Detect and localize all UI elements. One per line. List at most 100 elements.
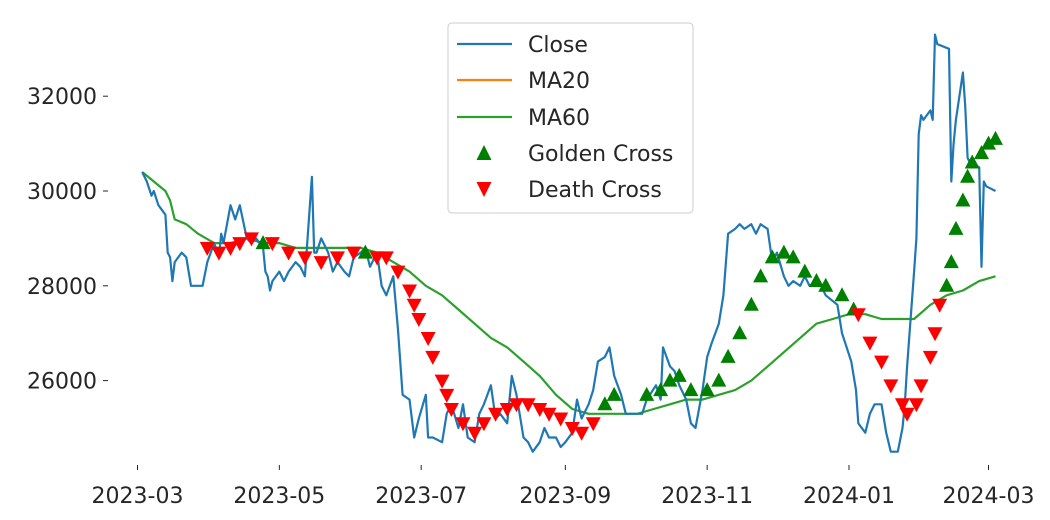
death-cross-marker — [520, 398, 536, 413]
markers — [199, 130, 1003, 441]
golden-cross-marker — [964, 154, 980, 169]
legend-label-close: Close — [528, 33, 588, 58]
death-cross-marker — [932, 298, 948, 313]
golden-cross-marker — [639, 386, 655, 401]
golden-cross-marker — [699, 382, 715, 397]
death-cross-marker — [297, 251, 313, 266]
golden-cross-marker — [732, 325, 748, 340]
death-cross-marker — [425, 350, 441, 365]
death-cross-marker — [908, 398, 924, 413]
golden-cross-marker — [834, 287, 850, 302]
golden-cross-marker — [785, 249, 801, 264]
death-cross-marker — [467, 426, 483, 441]
golden-cross-marker — [948, 220, 964, 235]
y-tick-label: 30000 — [27, 180, 97, 205]
death-cross-marker — [541, 407, 557, 422]
series-close-line — [141, 33, 996, 453]
death-cross-marker — [223, 241, 239, 256]
legend: Close MA20 MA60 Golden Cross Death Cross — [447, 22, 694, 214]
death-cross-marker — [922, 350, 938, 365]
golden-cross-marker — [776, 244, 792, 259]
death-cross-marker — [439, 388, 455, 403]
death-cross-marker — [508, 398, 524, 413]
y-tick-label: 32000 — [27, 85, 97, 110]
death-cross-marker — [378, 251, 394, 266]
golden-cross-marker — [743, 296, 759, 311]
golden-cross-marker — [683, 382, 699, 397]
death-cross-marker — [434, 374, 450, 389]
death-cross-marker — [406, 298, 422, 313]
death-cross-marker — [455, 417, 471, 432]
death-cross-marker — [476, 417, 492, 432]
death-cross-marker — [411, 312, 427, 327]
x-tick-label: 2023-05 — [233, 484, 325, 509]
death-cross-marker — [927, 327, 943, 342]
y-tick-label: 26000 — [27, 370, 97, 395]
legend-label-ma60: MA60 — [528, 106, 590, 131]
y-axis: 26000 28000 30000 32000 — [27, 85, 108, 395]
golden-cross-marker — [662, 372, 678, 387]
death-cross-marker — [329, 251, 345, 266]
golden-cross-marker — [987, 130, 1003, 145]
golden-cross-marker — [597, 396, 613, 411]
legend-label-death-cross: Death Cross — [528, 178, 662, 203]
death-cross-marker — [420, 331, 436, 346]
death-cross-marker — [199, 241, 215, 256]
golden-cross-marker — [357, 244, 373, 259]
x-axis: 2023-03 2023-05 2023-07 2023-09 2023-11 2024-… — [92, 465, 1035, 509]
golden-cross-marker — [818, 277, 834, 292]
golden-cross-marker — [720, 348, 736, 363]
death-cross-marker — [264, 237, 280, 252]
x-tick-label: 2024-03 — [943, 484, 1035, 509]
legend-marker-golden-cross — [476, 145, 492, 160]
golden-cross-marker — [981, 135, 996, 150]
death-cross-marker — [553, 412, 569, 427]
death-cross-marker — [313, 256, 329, 271]
legend-frame — [447, 22, 694, 214]
death-cross-marker — [899, 407, 915, 422]
x-tick-label: 2023-03 — [92, 484, 184, 509]
x-tick-label: 2024-01 — [803, 484, 895, 509]
legend-marker-death-cross — [476, 182, 492, 197]
golden-cross-marker — [255, 235, 271, 250]
legend-label-ma20: MA20 — [528, 69, 590, 94]
death-cross-marker — [894, 398, 910, 413]
golden-cross-marker — [955, 192, 971, 207]
death-cross-marker — [390, 265, 406, 280]
golden-cross-marker — [808, 273, 824, 288]
death-cross-marker — [883, 379, 899, 394]
death-cross-marker — [232, 237, 248, 252]
death-cross-marker — [281, 246, 297, 261]
x-tick-label: 2023-11 — [661, 484, 753, 509]
golden-cross-marker — [653, 382, 669, 397]
golden-cross-marker — [974, 145, 990, 160]
y-tick-label: 28000 — [27, 275, 97, 300]
golden-cross-marker — [943, 254, 959, 269]
death-cross-marker — [585, 417, 601, 432]
death-cross-marker — [346, 246, 362, 261]
golden-cross-marker — [797, 263, 813, 278]
x-tick-label: 2023-07 — [375, 484, 467, 509]
death-cross-marker — [488, 407, 504, 422]
death-cross-marker — [913, 379, 929, 394]
death-cross-marker — [243, 232, 259, 247]
death-cross-marker — [862, 336, 878, 351]
death-cross-marker — [443, 403, 459, 418]
death-cross-marker — [874, 355, 890, 370]
golden-cross-marker — [764, 249, 780, 264]
death-cross-marker — [850, 308, 866, 323]
death-cross-marker — [574, 426, 590, 441]
death-cross-marker — [532, 403, 548, 418]
x-tick-label: 2023-09 — [519, 484, 611, 509]
death-cross-marker — [564, 422, 580, 436]
golden-cross-marker — [939, 277, 955, 292]
golden-cross-marker — [711, 372, 727, 387]
death-cross-marker — [499, 403, 515, 418]
legend-label-golden-cross: Golden Cross — [528, 142, 673, 167]
golden-cross-marker — [753, 268, 769, 283]
golden-cross-marker — [606, 386, 622, 401]
golden-cross-marker — [671, 367, 687, 382]
death-cross-marker — [402, 284, 418, 299]
golden-cross-marker — [960, 168, 976, 183]
